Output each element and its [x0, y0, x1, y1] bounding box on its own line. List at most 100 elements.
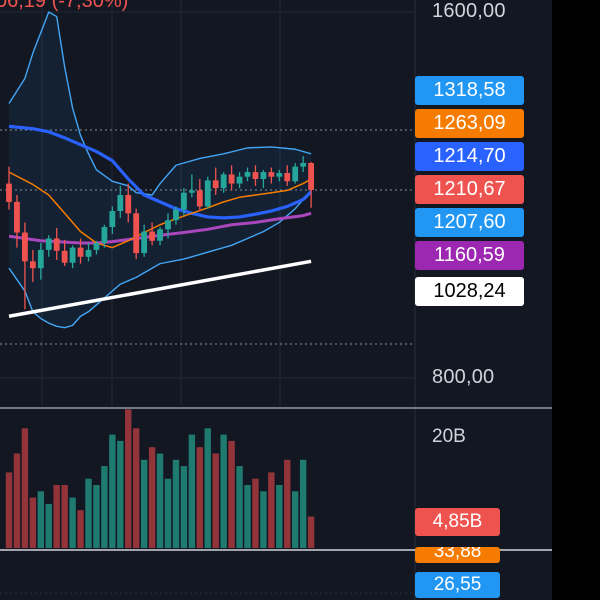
volume-bar-11	[93, 485, 100, 548]
badge-trendline: 1028,24	[415, 277, 524, 306]
volume-bar-21	[172, 459, 180, 548]
candle-29[interactable]	[236, 172, 243, 189]
volume-bar-10	[85, 478, 92, 548]
candle-3[interactable]	[29, 249, 36, 282]
volume-bar-28	[228, 440, 235, 548]
screen-edge	[552, 0, 600, 600]
volume-bar-36	[292, 491, 299, 548]
candle-24[interactable]	[196, 178, 203, 212]
candle-16[interactable]	[133, 208, 140, 260]
volume-bar-23	[188, 434, 196, 548]
candle-body	[117, 195, 124, 212]
candle-body	[45, 238, 52, 250]
candle-body	[85, 249, 92, 257]
candle-11[interactable]	[93, 240, 100, 255]
volume-bar-17	[140, 459, 148, 548]
candle-34[interactable]	[276, 169, 283, 182]
candle-25[interactable]	[204, 176, 211, 209]
candle-0[interactable]	[6, 166, 12, 210]
candle-body	[181, 192, 187, 210]
candle-body	[61, 250, 68, 263]
volume-bar-20	[164, 478, 172, 548]
candle-23[interactable]	[188, 174, 195, 198]
volume-bar-24	[196, 447, 203, 548]
candle-35[interactable]	[284, 165, 291, 186]
bollinger-bands	[8, 11, 312, 329]
candle-32[interactable]	[260, 169, 267, 189]
candle-21[interactable]	[173, 206, 179, 225]
candle-body	[29, 261, 36, 269]
candle-body	[22, 232, 28, 262]
volume-bar-18	[148, 447, 156, 548]
candle-6[interactable]	[53, 227, 60, 260]
candle-7[interactable]	[61, 239, 68, 266]
volume-bar-22	[180, 466, 188, 548]
volume-bar-14	[117, 440, 124, 548]
candle-body	[157, 229, 163, 241]
candle-31[interactable]	[252, 165, 259, 186]
candle-18[interactable]	[149, 222, 155, 246]
candle-37[interactable]	[300, 156, 307, 173]
candle-1[interactable]	[14, 195, 20, 248]
volume-bar-38	[307, 516, 315, 548]
candle-body	[93, 243, 100, 250]
candle-19[interactable]	[157, 227, 163, 246]
candle-body	[133, 213, 140, 254]
volume-bar-13	[109, 434, 116, 548]
chart-grid	[0, 0, 416, 600]
candle-body	[260, 172, 267, 179]
volume-bar-3	[29, 497, 37, 548]
candle-10[interactable]	[85, 243, 92, 262]
candle-15[interactable]	[125, 183, 132, 223]
candle-22[interactable]	[181, 188, 187, 216]
candle-20[interactable]	[165, 213, 171, 239]
badge-ma-purple: 1160,59	[415, 241, 524, 270]
candle-2[interactable]	[22, 222, 28, 310]
candle-30[interactable]	[244, 167, 251, 182]
volume-bar-2	[21, 428, 29, 548]
candle-body	[149, 231, 155, 241]
candle-body	[109, 211, 116, 228]
badge-ma-orange: 1263,09	[415, 109, 524, 138]
volume-current-badge: 4,85B	[415, 508, 500, 536]
candle-8[interactable]	[69, 245, 76, 269]
candle-body	[53, 238, 60, 251]
candle-14[interactable]	[117, 185, 124, 218]
pane-separators	[0, 407, 552, 594]
candle-body	[101, 227, 108, 244]
candle-body	[300, 162, 307, 167]
candle-5[interactable]	[45, 235, 52, 257]
candle-body	[77, 247, 84, 257]
oscillator-badge-blue: 26,55	[415, 572, 500, 598]
volume-bar-4	[37, 491, 44, 548]
candle-36[interactable]	[292, 162, 299, 184]
candle-body	[228, 174, 235, 184]
candle-13[interactable]	[109, 206, 116, 234]
candle-body	[284, 173, 291, 182]
volume-bar-26	[212, 453, 219, 548]
candle-9[interactable]	[77, 238, 84, 264]
candle-28[interactable]	[228, 165, 235, 191]
candle-body	[69, 247, 76, 263]
candle-body	[236, 176, 243, 184]
volume-bar-29	[236, 466, 243, 548]
candle-body	[188, 190, 195, 193]
trendline	[8, 259, 312, 318]
candle-body	[308, 162, 314, 190]
candle-26[interactable]	[212, 167, 219, 195]
candle-body	[252, 172, 259, 179]
candle-38[interactable]	[308, 162, 314, 208]
volume-bar-19	[156, 453, 164, 548]
volume-bar-15	[125, 409, 132, 548]
bollinger-lower-line	[8, 189, 312, 329]
volume-bar-5	[45, 503, 52, 548]
price-tick-top: 1600,00	[432, 0, 506, 22]
candle-27[interactable]	[220, 172, 227, 193]
candle-4[interactable]	[37, 243, 44, 280]
candle-17[interactable]	[141, 224, 148, 257]
candle-33[interactable]	[268, 167, 275, 184]
candles[interactable]	[6, 156, 314, 310]
candle-12[interactable]	[101, 224, 108, 248]
volume-bar-25	[204, 428, 211, 548]
